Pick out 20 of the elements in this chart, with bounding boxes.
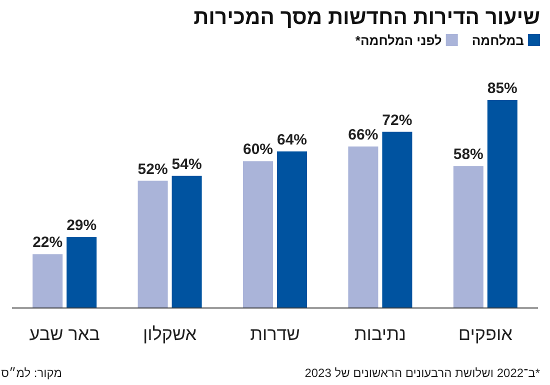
title: שיעור הדירות החדשות מסך המכירות (194, 6, 540, 29)
data-label: 85% (487, 80, 518, 97)
legend-label: לפני המלחמה* (355, 33, 442, 48)
data-label: 66% (348, 126, 378, 144)
annotation: *ב־2022 ושלושת הרבעונים הראשונים של 2023 (304, 366, 540, 380)
annotation: מקור: למ״ס (1, 366, 62, 380)
x-tick-label: אשקלון (143, 324, 197, 344)
x-tick-label: נתיבות (354, 324, 406, 344)
data-label: 52% (138, 160, 168, 178)
x-tick-label: באר שבע (29, 324, 100, 344)
legend-label: במלחמה (472, 33, 524, 48)
data-label: 54% (172, 156, 202, 173)
data-label: 58% (453, 146, 484, 164)
x-tick-label: שדרות (250, 324, 300, 344)
data-label: 60% (242, 141, 274, 158)
x-tick-label: אופקים (458, 324, 512, 344)
data-label: 29% (66, 217, 97, 234)
data-label: 72% (382, 112, 412, 129)
data-label: 64% (276, 131, 308, 148)
data-label: 22% (32, 234, 63, 252)
